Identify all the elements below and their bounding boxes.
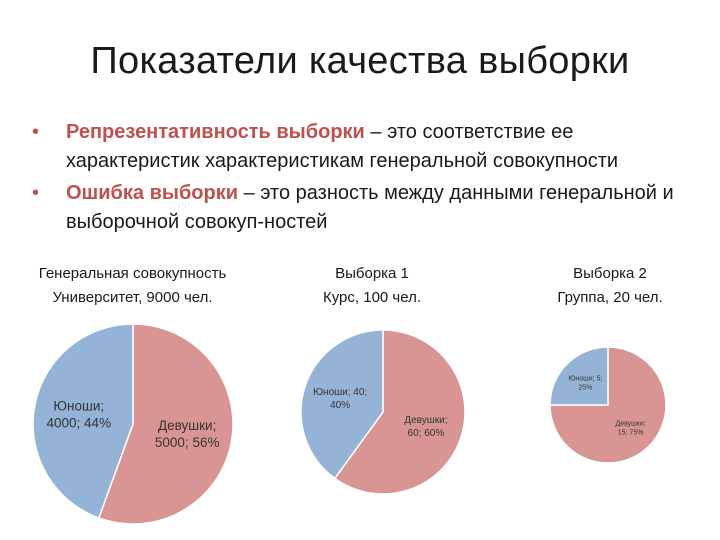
bullet-text: – это соответствие ее характеристик хара… bbox=[66, 121, 619, 172]
slice-label: Юноши; 5; 25% bbox=[568, 375, 602, 391]
bullet-term: Ошибка выборки bbox=[66, 182, 239, 204]
chart-title: Выборка 1 Курс, 100 чел. bbox=[287, 262, 457, 310]
bullet-list: • Репрезентативность выборки – это соотв… bbox=[26, 118, 706, 240]
bullet-item: • Репрезентативность выборки – это соотв… bbox=[26, 118, 706, 176]
bullet-dot-icon: • bbox=[32, 182, 40, 204]
chart-title: Выборка 2 Группа, 20 чел. bbox=[525, 262, 695, 310]
chart-title-line: Генеральная совокупность bbox=[38, 265, 227, 282]
slice-label: Девушки; 5000; 56% bbox=[155, 418, 220, 450]
pie-slice bbox=[97, 323, 234, 525]
chart-title-line: Университет, 9000 чел. bbox=[52, 289, 213, 306]
chart-title-line: Выборка 2 bbox=[573, 265, 647, 282]
slice-label: Девушки; 15; 75% bbox=[615, 421, 645, 437]
bullet-item: • Ошибка выборки – это разность между да… bbox=[26, 179, 706, 237]
slice-label: Юноши; 4000; 44% bbox=[47, 399, 112, 431]
bullet-term: Репрезентативность выборки bbox=[66, 121, 365, 143]
pie-slice bbox=[300, 329, 384, 480]
slice-label: Юноши; 40; 40% bbox=[313, 387, 367, 411]
slide-title: Показатели качества выборки bbox=[90, 40, 630, 82]
slice-label: Девушки; 60; 60% bbox=[404, 415, 447, 439]
pie-slice bbox=[549, 346, 667, 464]
bullet-dot-icon: • bbox=[32, 121, 40, 143]
pie-slice bbox=[549, 346, 609, 406]
chart-title-line: Группа, 20 чел. bbox=[557, 289, 663, 306]
pie-slice bbox=[32, 323, 134, 519]
chart-title-line: Курс, 100 чел. bbox=[322, 289, 422, 306]
pie-slice bbox=[333, 329, 466, 495]
bullet-text: – это разность между данными генеральной… bbox=[66, 182, 674, 233]
chart-title: Генеральная совокупность Университет, 90… bbox=[15, 262, 250, 310]
chart-title-line: Выборка 1 bbox=[335, 265, 409, 282]
